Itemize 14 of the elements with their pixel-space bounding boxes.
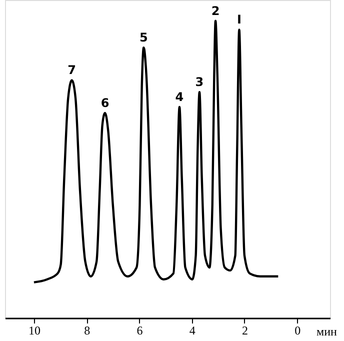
x-tick-label: 2	[242, 324, 248, 338]
x-tick-label: 0	[294, 324, 301, 338]
x-tick-label: 4	[189, 324, 196, 338]
annotation: 2	[211, 4, 220, 18]
x-tick-label: 10	[28, 324, 40, 338]
annotation: 7	[68, 63, 76, 78]
annotation: 4	[175, 90, 184, 104]
x-tick-label: 8	[84, 324, 90, 338]
annotation: 3	[195, 75, 204, 90]
annotation: I	[236, 12, 242, 27]
annotation: 5	[140, 30, 148, 45]
annotation: 6	[100, 96, 110, 110]
x-tick-label: 6	[136, 324, 143, 338]
x-axis-title: мин	[316, 324, 338, 338]
